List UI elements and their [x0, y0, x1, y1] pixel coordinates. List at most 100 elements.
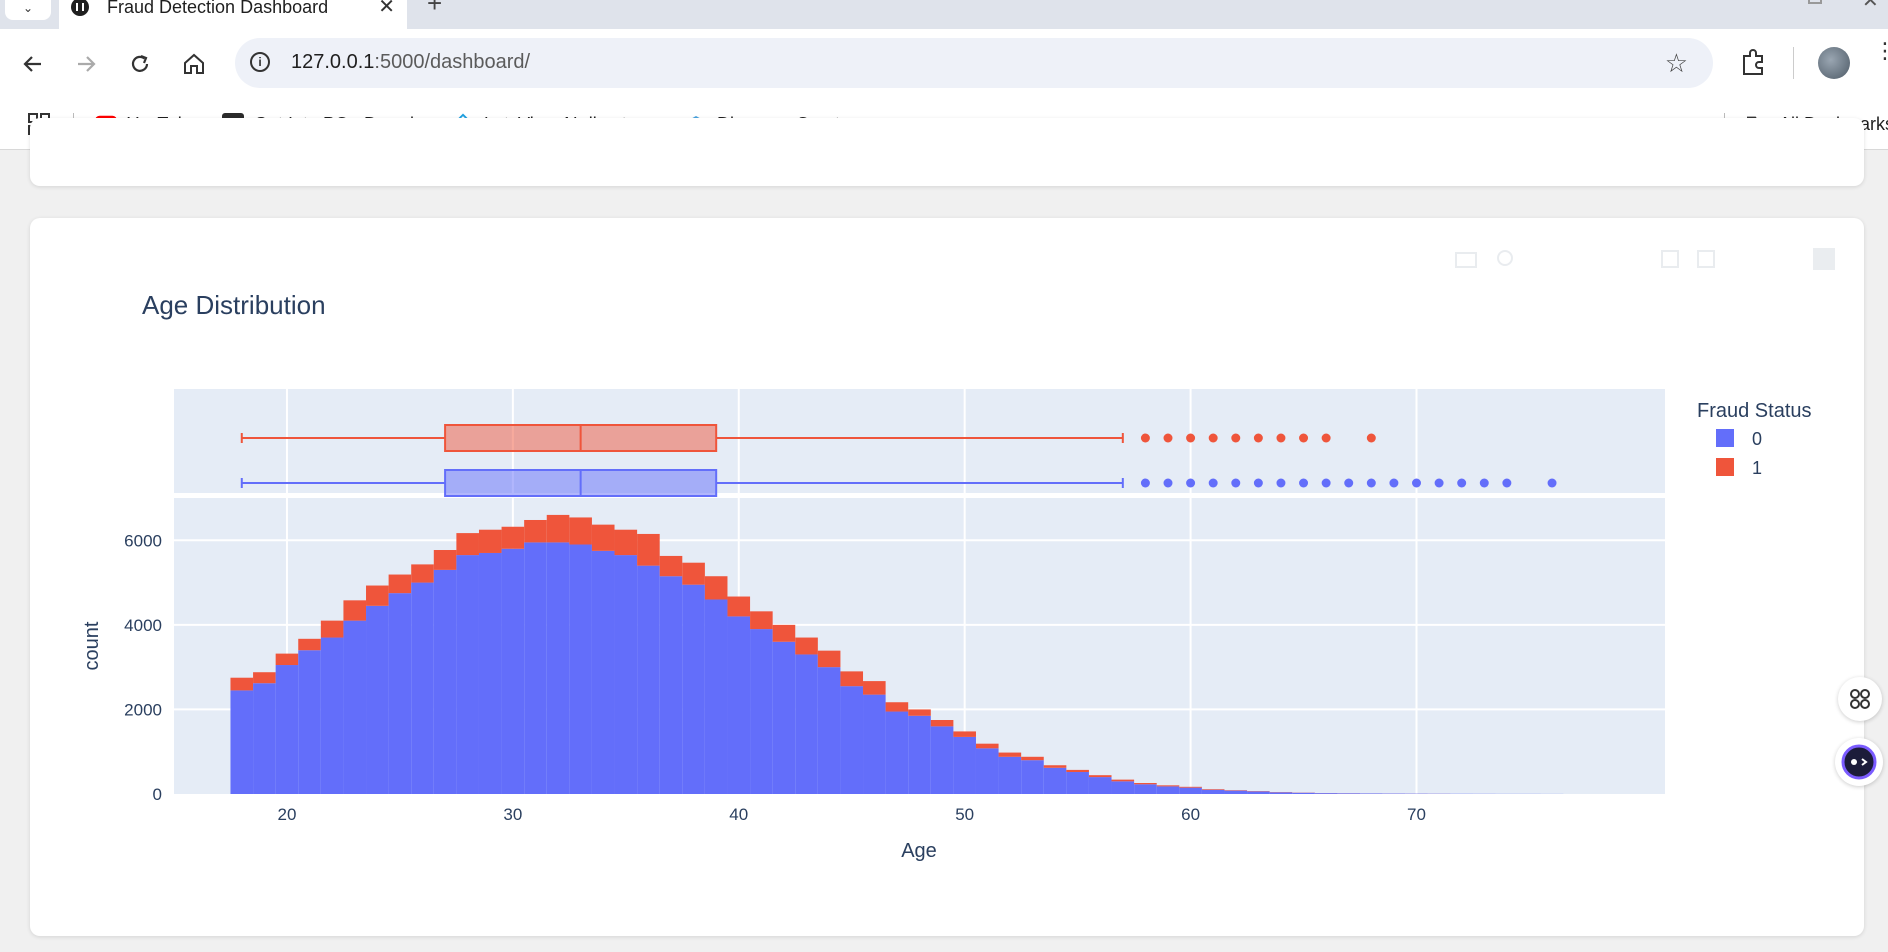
histogram-bar-0[interactable]: [1360, 793, 1383, 794]
histogram-bar-0[interactable]: [863, 694, 886, 794]
boxplot-outlier-point[interactable]: [1163, 478, 1173, 488]
histogram-bar-1[interactable]: [1111, 779, 1135, 782]
legend-item-0[interactable]: 0: [1716, 429, 1762, 449]
histogram-bar-1[interactable]: [682, 562, 705, 585]
histogram-bar-0[interactable]: [1314, 793, 1338, 794]
histogram-bar-0[interactable]: [546, 542, 570, 794]
boxplot-outlier-point[interactable]: [1208, 478, 1218, 488]
histogram-bar-1[interactable]: [908, 709, 931, 716]
histogram-bar-1[interactable]: [524, 519, 547, 543]
boxplot-outlier-point[interactable]: [1479, 478, 1489, 488]
histogram-bar-1[interactable]: [953, 731, 976, 737]
histogram-bar-0[interactable]: [591, 550, 615, 794]
histogram-bar-1[interactable]: [930, 720, 954, 727]
histogram-bar-1[interactable]: [975, 743, 999, 749]
histogram-bar-1[interactable]: [885, 702, 909, 712]
new-tab-icon[interactable]: +: [427, 0, 443, 18]
histogram-bar-0[interactable]: [1021, 760, 1044, 794]
histogram-bar-1[interactable]: [366, 585, 389, 606]
boxplot-outlier-point[interactable]: [1163, 433, 1173, 443]
boxplot-outlier-point[interactable]: [1299, 478, 1309, 488]
boxplot-outlier-point[interactable]: [1299, 433, 1309, 443]
histogram-bar-1[interactable]: [343, 600, 367, 621]
histogram-bar-0[interactable]: [817, 667, 841, 794]
histogram-bar-1[interactable]: [840, 671, 864, 687]
bookmark-star-icon[interactable]: ☆: [1664, 48, 1688, 78]
histogram-bar-0[interactable]: [1269, 792, 1293, 794]
boxplot-outlier-point[interactable]: [1502, 478, 1512, 488]
histogram-bar-0[interactable]: [704, 599, 728, 794]
histogram-bar-1[interactable]: [253, 672, 276, 684]
histogram-bar-0[interactable]: [433, 569, 457, 794]
histogram-bar-1[interactable]: [637, 533, 660, 566]
window-close-icon[interactable]: ✕: [1862, 0, 1879, 12]
assistant-bot-icon[interactable]: [1835, 738, 1883, 786]
histogram-bar-1[interactable]: [456, 533, 479, 556]
histogram-bar-1[interactable]: [1088, 775, 1112, 778]
boxplot-outlier-point[interactable]: [1321, 478, 1331, 488]
histogram-bar-0[interactable]: [524, 542, 547, 794]
boxplot-outlier-point[interactable]: [1366, 478, 1376, 488]
boxplot-outlier-point[interactable]: [1231, 433, 1241, 443]
boxplot-outlier-point[interactable]: [1276, 433, 1286, 443]
histogram-bar-1[interactable]: [1201, 789, 1225, 790]
home-icon[interactable]: [179, 49, 209, 79]
histogram-bar-0[interactable]: [750, 629, 773, 794]
histogram-bar-1[interactable]: [1043, 765, 1067, 768]
extensions-icon[interactable]: [1740, 47, 1768, 82]
histogram-bar-1[interactable]: [388, 574, 412, 594]
histogram-bar-0[interactable]: [411, 582, 434, 794]
histogram-bar-1[interactable]: [1021, 756, 1044, 761]
boxplot-outlier-point[interactable]: [1276, 478, 1286, 488]
boxplot-0[interactable]: [240, 469, 1557, 497]
histogram-bar-1[interactable]: [727, 596, 751, 617]
histogram-bar-0[interactable]: [885, 711, 909, 794]
histogram-bar-0[interactable]: [1292, 792, 1315, 794]
histogram-bar-0[interactable]: [908, 715, 931, 794]
boxplot-1[interactable]: [240, 424, 1376, 452]
boxplot-outlier-point[interactable]: [1231, 478, 1241, 488]
site-info-icon[interactable]: i: [250, 52, 270, 72]
histogram-bar-1[interactable]: [659, 555, 683, 577]
legend-item-1[interactable]: 1: [1716, 458, 1762, 478]
histogram-bar-0[interactable]: [953, 736, 976, 794]
url-text[interactable]: 127.0.0.1:5000/dashboard/: [291, 51, 531, 73]
chart-modebar[interactable]: [1455, 248, 1835, 270]
boxplot-outlier-point[interactable]: [1412, 478, 1421, 488]
boxplot-outlier-point[interactable]: [1140, 478, 1150, 488]
histogram-bar-0[interactable]: [930, 726, 954, 794]
histogram-bar-0[interactable]: [1179, 787, 1202, 794]
boxplot-outlier-point[interactable]: [1186, 478, 1196, 488]
histogram-bar-0[interactable]: [772, 641, 796, 794]
plotly-logo-icon[interactable]: [1813, 248, 1835, 270]
histogram-bar-1[interactable]: [614, 529, 638, 556]
histogram-bar-1[interactable]: [1134, 783, 1157, 785]
histogram-bar-0[interactable]: [975, 748, 999, 794]
histogram-bar-1[interactable]: [591, 524, 615, 551]
histogram-bar-1[interactable]: [411, 564, 434, 583]
boxplot-outlier-point[interactable]: [1547, 478, 1557, 488]
tab-search-button[interactable]: ⌄: [5, 0, 51, 20]
histogram-bar-1[interactable]: [275, 653, 299, 666]
histogram-bar-1[interactable]: [501, 526, 525, 549]
profile-avatar[interactable]: [1818, 47, 1850, 79]
histogram-bar-0[interactable]: [682, 584, 705, 794]
histogram-bar-1[interactable]: [750, 611, 773, 630]
histogram-bar-1[interactable]: [298, 638, 321, 651]
histogram-bar-1[interactable]: [569, 517, 592, 545]
histogram-bar-0[interactable]: [1337, 793, 1361, 794]
histogram-bar-1[interactable]: [817, 650, 841, 668]
boxplot-outlier-point[interactable]: [1321, 433, 1331, 443]
histogram-bar-1[interactable]: [1066, 769, 1089, 773]
zoom-icon[interactable]: [1497, 250, 1513, 266]
histogram-bar-1[interactable]: [998, 752, 1022, 757]
boxplot-outlier-point[interactable]: [1253, 478, 1263, 488]
boxplot-outlier-point[interactable]: [1140, 433, 1150, 443]
boxplot-outlier-point[interactable]: [1253, 433, 1263, 443]
boxplot-outlier-point[interactable]: [1457, 478, 1467, 488]
reload-icon[interactable]: [125, 49, 155, 79]
histogram-bar-0[interactable]: [659, 576, 683, 794]
histogram-bar-0[interactable]: [1066, 772, 1089, 794]
histogram-bar-0[interactable]: [343, 620, 367, 794]
address-bar[interactable]: i 127.0.0.1:5000/dashboard/ ☆: [235, 38, 1713, 88]
